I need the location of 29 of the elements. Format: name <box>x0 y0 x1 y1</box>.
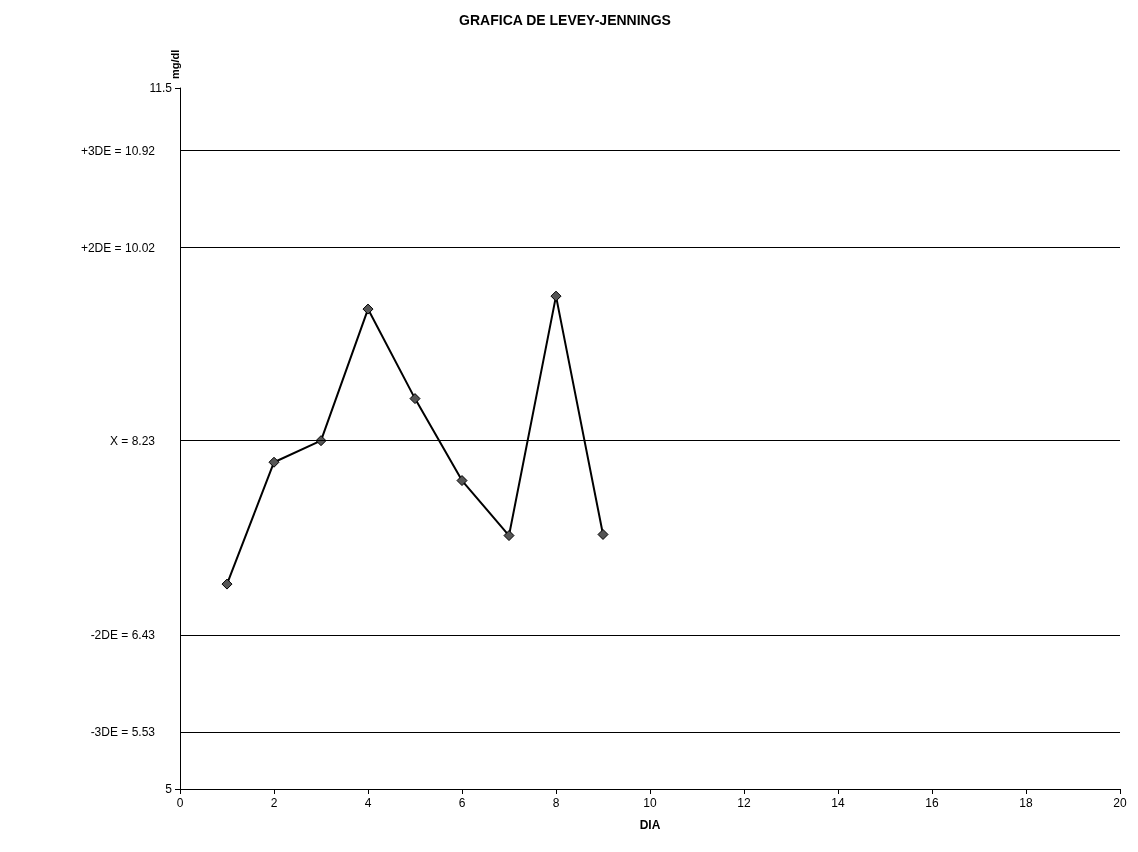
point <box>362 303 374 315</box>
y-axis-title: mg/dl <box>168 49 181 80</box>
y-tick-label: 5 <box>165 782 173 796</box>
x-tick-label: 14 <box>831 796 845 810</box>
x-tick-label: 20 <box>1113 796 1127 810</box>
ref-line-label: -3DE = 5.53 <box>90 724 156 739</box>
point <box>550 290 562 302</box>
ref-line-label: +2DE = 10.02 <box>80 240 156 255</box>
ref-line-label: -2DE = 6.43 <box>90 627 156 642</box>
x-tick-label: 12 <box>737 796 751 810</box>
point <box>221 578 233 590</box>
x-tick-label: 6 <box>458 796 466 810</box>
point <box>597 528 609 540</box>
point <box>409 393 421 405</box>
chart-title: GRAFICA DE LEVEY-JENNINGS <box>459 12 671 28</box>
x-tick-label: 18 <box>1019 796 1033 810</box>
x-axis-title: DIA <box>639 818 661 832</box>
point <box>503 530 515 542</box>
point <box>456 475 468 487</box>
x-tick-label: 16 <box>925 796 939 810</box>
x-tick-label: 8 <box>552 796 560 810</box>
ref-line-label: X = 8.23 <box>109 433 156 448</box>
x-tick-label: 4 <box>364 796 372 810</box>
ref-line-label: +3DE = 10.92 <box>80 143 156 158</box>
y-tick-label: 11.5 <box>149 81 173 95</box>
x-tick-label: 2 <box>270 796 278 810</box>
x-tick-label: 0 <box>176 796 184 810</box>
point <box>268 456 280 468</box>
x-tick-label: 10 <box>643 796 657 810</box>
